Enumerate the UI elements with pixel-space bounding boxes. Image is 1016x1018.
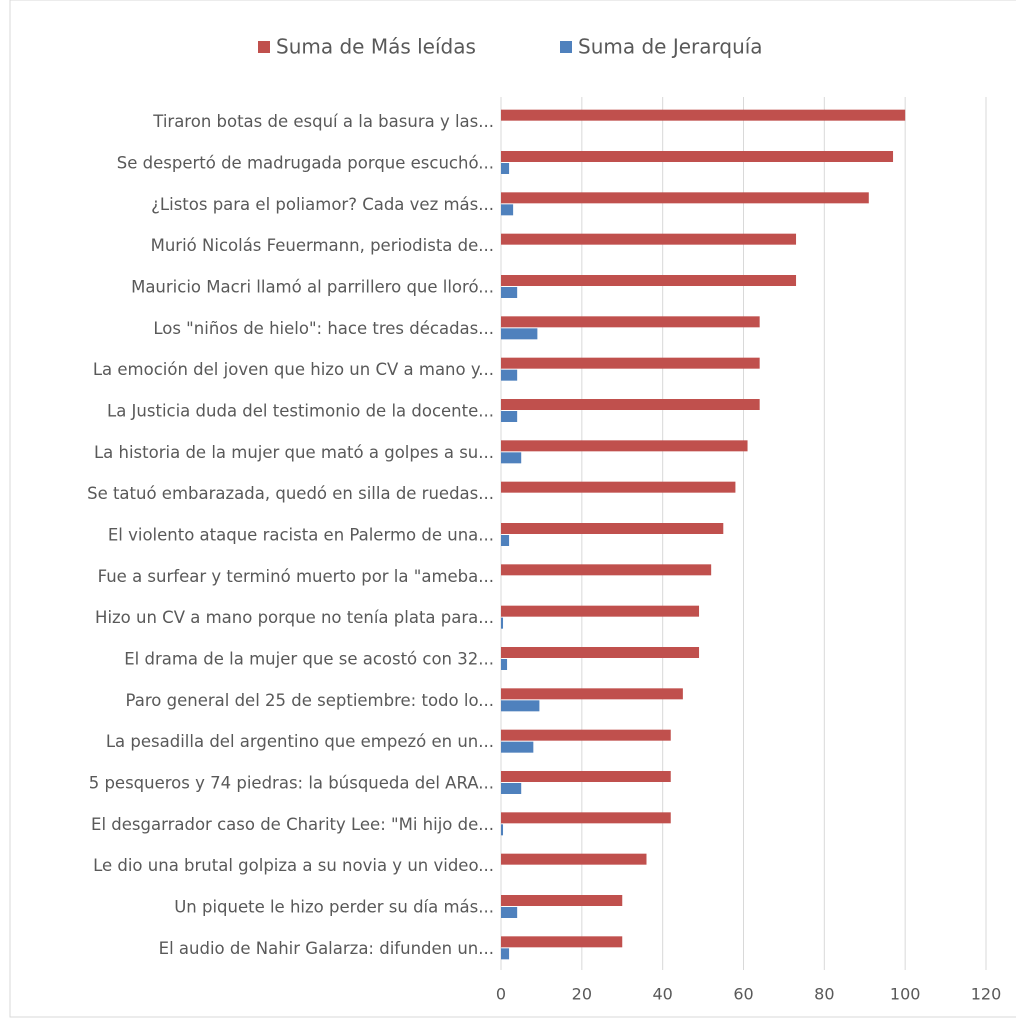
bar xyxy=(501,233,797,245)
x-tick-label: 0 xyxy=(496,985,506,1004)
bar xyxy=(501,783,522,794)
x-tick-label: 20 xyxy=(572,985,592,1004)
bar xyxy=(501,163,510,174)
bar xyxy=(501,936,623,948)
y-tick-label: Los "niños de hielo": hace tres décadas.… xyxy=(153,319,494,338)
y-tick-label: Murió Nicolás Feuermann, periodista de..… xyxy=(151,236,494,255)
bar xyxy=(501,109,906,121)
bar xyxy=(501,700,540,712)
y-tick-label: El desgarrador caso de Charity Lee: "Mi … xyxy=(91,815,494,834)
x-tick-label: 120 xyxy=(971,985,1002,1004)
y-tick-label: La Justicia duda del testimonio de la do… xyxy=(107,402,494,421)
y-tick-label: La historia de la mujer que mató a golpe… xyxy=(94,443,494,462)
y-tick-label: La emoción del joven que hizo un CV a ma… xyxy=(93,360,494,379)
y-tick-label: Paro general del 25 de septiembre: todo … xyxy=(126,691,494,710)
legend-swatch xyxy=(258,41,270,53)
x-tick-label: 40 xyxy=(652,985,672,1004)
y-tick-label: ¿Listos para el poliamor? Cada vez más..… xyxy=(151,195,494,214)
bar xyxy=(501,192,869,204)
x-tick-label: 60 xyxy=(733,985,753,1004)
bar xyxy=(501,357,760,369)
bar xyxy=(501,564,712,576)
y-tick-label: Fue a surfear y terminó muerto por la "a… xyxy=(98,567,494,586)
y-tick-label: 5 pesqueros y 74 piedras: la búsqueda de… xyxy=(89,774,494,793)
bar xyxy=(501,481,736,493)
bar xyxy=(501,647,700,658)
bar xyxy=(501,535,510,546)
x-tick-label: 100 xyxy=(890,985,921,1004)
y-tick-label: La pesadilla del argentino que empezó en… xyxy=(106,732,494,751)
legend-label: Suma de Jerarquía xyxy=(578,35,763,59)
bar xyxy=(501,411,518,422)
bar xyxy=(501,659,508,670)
bar xyxy=(501,287,518,298)
bar xyxy=(501,741,534,753)
y-tick-label: El violento ataque racista en Palermo de… xyxy=(108,526,494,545)
y-tick-label: Le dio una brutal golpiza a su novia y u… xyxy=(93,856,494,875)
bar xyxy=(501,151,894,162)
y-tick-label: Hizo un CV a mano porque no tenía plata … xyxy=(95,608,494,627)
bar xyxy=(501,812,671,824)
y-tick-label: Un piquete le hizo perder su día más... xyxy=(174,898,494,917)
y-tick-label: El drama de la mujer que se acostó con 3… xyxy=(124,650,494,669)
x-tick-label: 80 xyxy=(814,985,834,1004)
y-tick-label: Se tatuó embarazada, quedó en silla de r… xyxy=(87,484,494,503)
legend-label: Suma de Más leídas xyxy=(276,35,476,59)
bar xyxy=(501,729,671,741)
bar xyxy=(501,688,683,700)
y-tick-label: El audio de Nahir Galarza: difunden un..… xyxy=(159,939,494,958)
chart-frame xyxy=(9,0,1016,1018)
legend-swatch xyxy=(560,41,572,53)
y-tick-label: Mauricio Macri llamó al parrillero que l… xyxy=(131,278,494,297)
bar xyxy=(501,895,623,906)
bar xyxy=(501,452,522,464)
bar xyxy=(501,853,647,865)
bar xyxy=(501,605,700,617)
bar xyxy=(501,771,671,782)
bar xyxy=(501,275,797,286)
bar xyxy=(501,369,518,381)
bar xyxy=(501,824,504,836)
bar xyxy=(501,523,724,534)
bar xyxy=(501,328,538,340)
bar xyxy=(501,316,760,328)
y-tick-label: Tiraron botas de esquí a la basura y las… xyxy=(152,112,494,131)
bar xyxy=(501,440,748,452)
bar xyxy=(501,204,514,216)
bar xyxy=(501,399,760,410)
bar xyxy=(501,907,518,918)
y-tick-label: Se despertó de madrugada porque escuchó.… xyxy=(117,154,494,173)
bar xyxy=(501,948,510,960)
bar xyxy=(501,617,504,629)
